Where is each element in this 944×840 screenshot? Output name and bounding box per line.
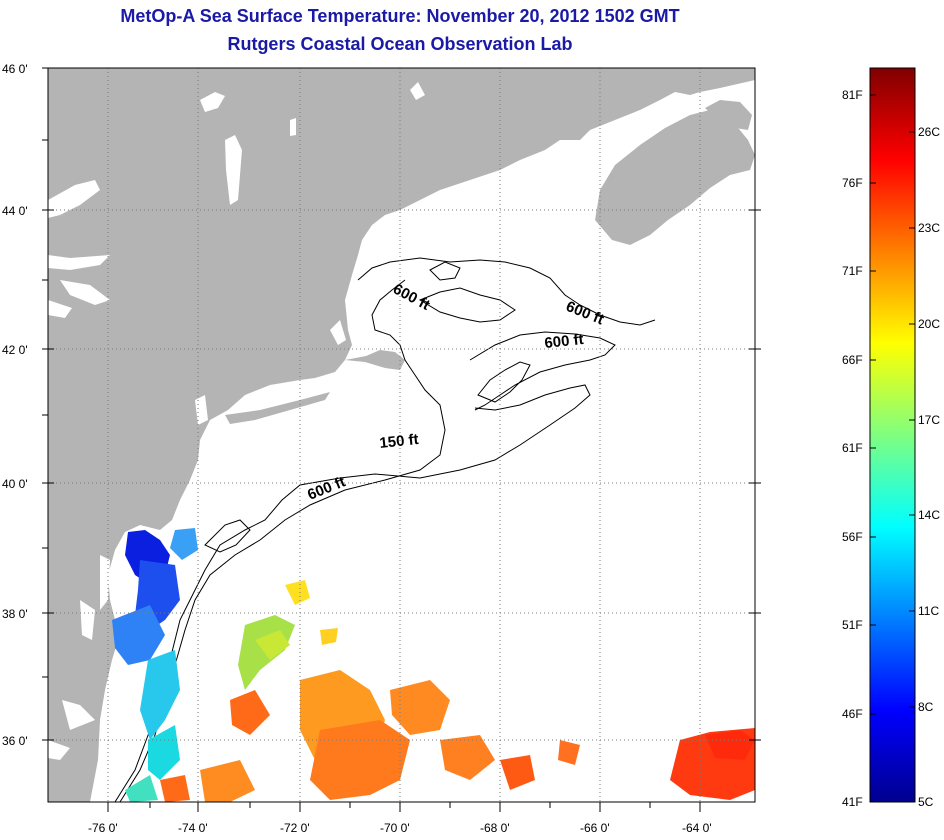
longitude-labels: -76 0' -74 0' -72 0' -70 0' -68 0' -66 0…: [88, 821, 712, 835]
land-us-mainland: [48, 68, 755, 802]
tick-marks: [42, 67, 761, 812]
map-subtitle: Rutgers Coastal Ocean Observation Lab: [227, 34, 573, 54]
contour-maine-shoals: [418, 287, 516, 323]
colorbar-f-label: 46F: [842, 707, 863, 721]
depth-contours: [114, 257, 656, 802]
latitude-labels: 46 0' 44 0' 42 0' 40 0' 38 0' 36 0': [2, 62, 28, 748]
temperature-colorbar: [869, 67, 916, 803]
colorbar-f-label: 41F: [842, 795, 863, 809]
colorbar-f-label: 76F: [842, 176, 863, 190]
colorbar-c-label: 5C: [918, 795, 934, 809]
lat-label: 42 0': [2, 343, 28, 357]
contour-150ft: [119, 279, 446, 802]
lon-label: -74 0': [178, 821, 208, 835]
colorbar-c-label: 11C: [918, 604, 939, 618]
colorbar-c-label: 14C: [918, 508, 940, 522]
colorbar-f-label: 56F: [842, 530, 863, 544]
lat-label: 44 0': [2, 204, 28, 218]
contour-inner-shelf: [204, 519, 251, 553]
contour-600ft-shelf-edge: [114, 384, 591, 802]
lat-label: 40 0': [2, 477, 28, 491]
lat-label: 36 0': [2, 734, 28, 748]
lon-label: -70 0': [380, 821, 410, 835]
colorbar-c-label: 23C: [918, 221, 940, 235]
colorbar-f-label: 66F: [842, 353, 863, 367]
land-cape-breton: [705, 100, 752, 130]
colorbar-f-label: 61F: [842, 441, 863, 455]
lat-label: 46 0': [2, 62, 28, 76]
lon-label: -76 0': [88, 821, 118, 835]
colorbar-celsius-labels: 26C 23C 20C 17C 14C 11C 8C 5C: [918, 125, 940, 809]
colorbar-c-label: 8C: [918, 700, 934, 714]
contour-georges-inner: [477, 361, 531, 403]
contour-georges-bank: [469, 331, 616, 411]
lon-label: -68 0': [480, 821, 510, 835]
lat-label: 38 0': [2, 607, 28, 621]
colorbar-c-label: 26C: [918, 125, 940, 139]
contour-label-150ft: 150 ft: [379, 431, 420, 452]
colorbar-fahrenheit-labels: 81F 76F 71F 66F 61F 56F 51F 46F 41F: [842, 88, 863, 809]
colorbar-f-label: 81F: [842, 88, 863, 102]
lon-label: -64 0': [682, 821, 712, 835]
map-frame: [47, 67, 756, 803]
land-nova-scotia: [595, 110, 755, 245]
lon-label: -66 0': [580, 821, 610, 835]
colorbar-ticks: [870, 94, 915, 715]
colorbar-f-label: 51F: [842, 618, 863, 632]
colorbar-c-label: 20C: [918, 317, 940, 331]
land-long-island: [225, 392, 330, 424]
lon-label: -72 0': [280, 821, 310, 835]
colorbar-f-label: 71F: [842, 264, 863, 278]
contour-maine-shoals-2: [429, 261, 461, 281]
map-title: MetOp-A Sea Surface Temperature: Novembe…: [120, 6, 680, 26]
land-cape-cod: [345, 350, 405, 370]
contour-label-600ft-c: 600 ft: [544, 331, 585, 352]
colorbar-c-label: 17C: [918, 413, 940, 427]
